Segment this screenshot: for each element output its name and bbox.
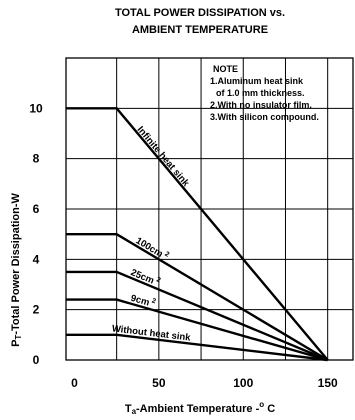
note-line-4: 3.With silicon compound. — [210, 112, 319, 122]
x-tick-label: 150 — [318, 376, 338, 390]
x-tick-label: 0 — [71, 376, 78, 390]
series-line-3 — [66, 298, 329, 362]
y-axis-label: PT-Total Power Dissipation-W — [10, 192, 23, 346]
note-title: NOTE — [213, 64, 238, 74]
chart-title-line2: AMBIENT TEMPERATURE — [132, 24, 268, 36]
x-tick-label: 100 — [233, 376, 253, 390]
chart-title-line1: TOTAL POWER DISSIPATION vs. — [115, 7, 285, 19]
series-label-4: Without heat sink — [111, 323, 192, 343]
y-tick-label: 10 — [29, 101, 43, 115]
series-line-4 — [66, 333, 328, 362]
note-box: NOTE 1.Aluminum heat sink of 1.0 mm thic… — [210, 64, 319, 122]
x-axis-label: Ta-Ambient Temperature -o C — [125, 400, 275, 416]
note-line-2: of 1.0 mm thickness. — [216, 88, 305, 98]
series-label-2: 25cm2 — [129, 266, 162, 289]
series-line-2 — [66, 270, 329, 362]
x-tick-labels: 0 50 100 150 — [71, 376, 338, 390]
y-tick-label: 2 — [33, 303, 40, 317]
x-tick-label: 50 — [152, 376, 166, 390]
plot-area-frame — [65, 57, 354, 361]
y-tick-labels: 0 2 4 6 8 10 — [29, 101, 43, 367]
series-label-3: 9cm2 — [129, 292, 156, 310]
note-line-1: 1.Aluminum heat sink — [210, 76, 304, 86]
y-tick-label: 8 — [33, 152, 40, 166]
series-lines — [66, 107, 329, 362]
y-tick-label: 6 — [33, 202, 40, 216]
y-tick-label: 0 — [33, 353, 40, 367]
y-tick-label: 4 — [33, 252, 40, 266]
series-label-0: Infinite heat sink — [135, 124, 192, 189]
note-line-3: 2.With no insulator film. — [210, 100, 312, 110]
series-line-0 — [66, 107, 329, 361]
series-line-1 — [66, 232, 329, 362]
